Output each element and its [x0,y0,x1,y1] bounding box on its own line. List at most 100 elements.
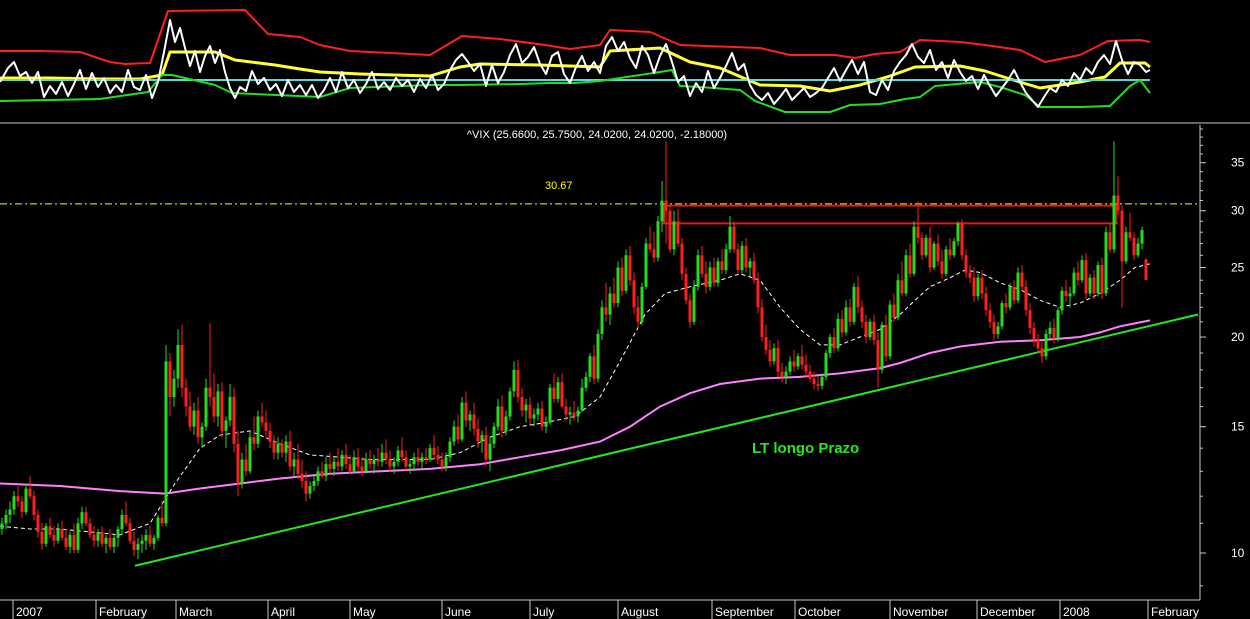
candle-body [316,471,320,482]
candle [312,476,316,492]
candle-body [684,273,688,301]
candle [960,219,964,261]
candle [552,373,556,403]
candle-body [1120,210,1124,262]
candle [544,416,548,433]
moving-averages [0,263,1151,536]
candle [12,491,16,515]
candle-body [312,481,316,486]
candle [1028,303,1032,334]
candle [112,534,116,554]
candle-body [300,473,304,482]
candle-body [652,249,656,258]
candle [988,303,992,328]
candle-body [480,435,484,442]
candle [996,321,1000,339]
candle-body [396,450,400,462]
candle-body [1024,286,1028,311]
candle-body [1072,272,1076,294]
candle [172,369,176,407]
candle [1132,232,1136,261]
candle [44,523,48,547]
candle-body [436,454,440,460]
candle-body [1060,290,1064,311]
candle [596,329,600,383]
candle-body [448,441,452,458]
candle-body [372,459,376,465]
candle-body [272,441,276,453]
candle [848,298,852,327]
candle [252,416,256,451]
x-tick-label: February [1151,605,1199,619]
candle [456,414,460,444]
candle [636,296,640,328]
candle-body [136,543,140,550]
candle [292,452,296,477]
candle-body [960,223,964,256]
candle-body [864,321,868,338]
candle-body [952,241,956,256]
candle [924,234,928,258]
candle [364,452,368,474]
candle [956,221,960,246]
candle-body [608,293,612,315]
candle-body [548,387,552,423]
candle-body [1012,286,1016,301]
candle [580,378,584,413]
candle [428,443,432,462]
candle [0,517,4,535]
candle [816,376,820,392]
x-tick-label: 2007 [16,605,43,619]
candle [712,257,716,287]
candle [176,329,180,388]
candle [220,382,224,438]
candle [336,448,340,472]
candle [604,282,608,322]
candle [436,445,440,465]
candle [260,402,264,427]
candle [1068,286,1072,308]
x-tick-label: April [271,605,295,619]
candle [152,534,156,550]
candle [1064,280,1068,302]
candle-body [728,226,732,250]
candle-body [712,267,716,283]
candle-body [984,293,988,311]
candle [560,373,564,409]
candle [792,349,796,372]
candle-body [488,443,492,460]
candle [184,378,188,417]
candle-body [916,226,920,238]
candle [4,509,8,530]
candle [356,448,360,472]
candle-body [992,321,996,334]
candle-body [100,531,104,544]
candle-body [16,496,20,502]
candle-body [160,517,164,524]
candle [616,261,620,308]
candle-body [72,534,76,550]
candle [228,384,232,427]
candle-body [44,526,48,544]
candle-body [380,452,384,462]
candle-body [844,307,848,333]
candle-body [12,496,16,510]
candle [224,416,228,449]
candle [264,410,268,438]
candle [624,249,628,294]
candle-body [420,457,424,462]
candle [124,501,128,527]
candle-body [292,459,296,467]
candle-body [1032,327,1036,341]
candle [308,481,312,499]
candle-body [896,280,900,318]
candle-body [192,410,196,427]
candle-body [524,404,528,411]
candle-body [836,318,840,349]
candle [324,457,328,482]
candle-body [704,273,708,287]
candle-body [40,531,44,544]
candle [240,452,244,489]
candle [612,277,616,308]
candle [1048,321,1052,339]
